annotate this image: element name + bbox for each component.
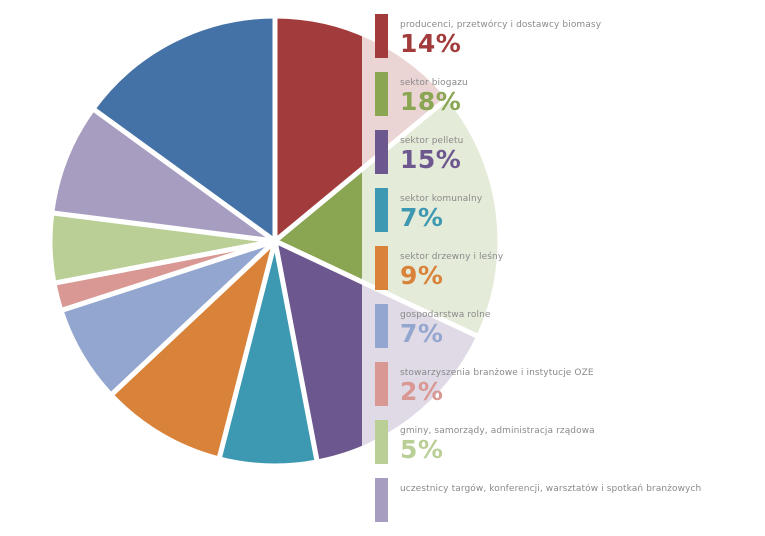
- legend-overlay: [362, 0, 765, 496]
- pie-slice-9: [49, 106, 278, 244]
- pie-slice-10: [90, 13, 278, 244]
- pie-chart: [49, 0, 765, 496]
- pie-slice-5: [108, 238, 278, 462]
